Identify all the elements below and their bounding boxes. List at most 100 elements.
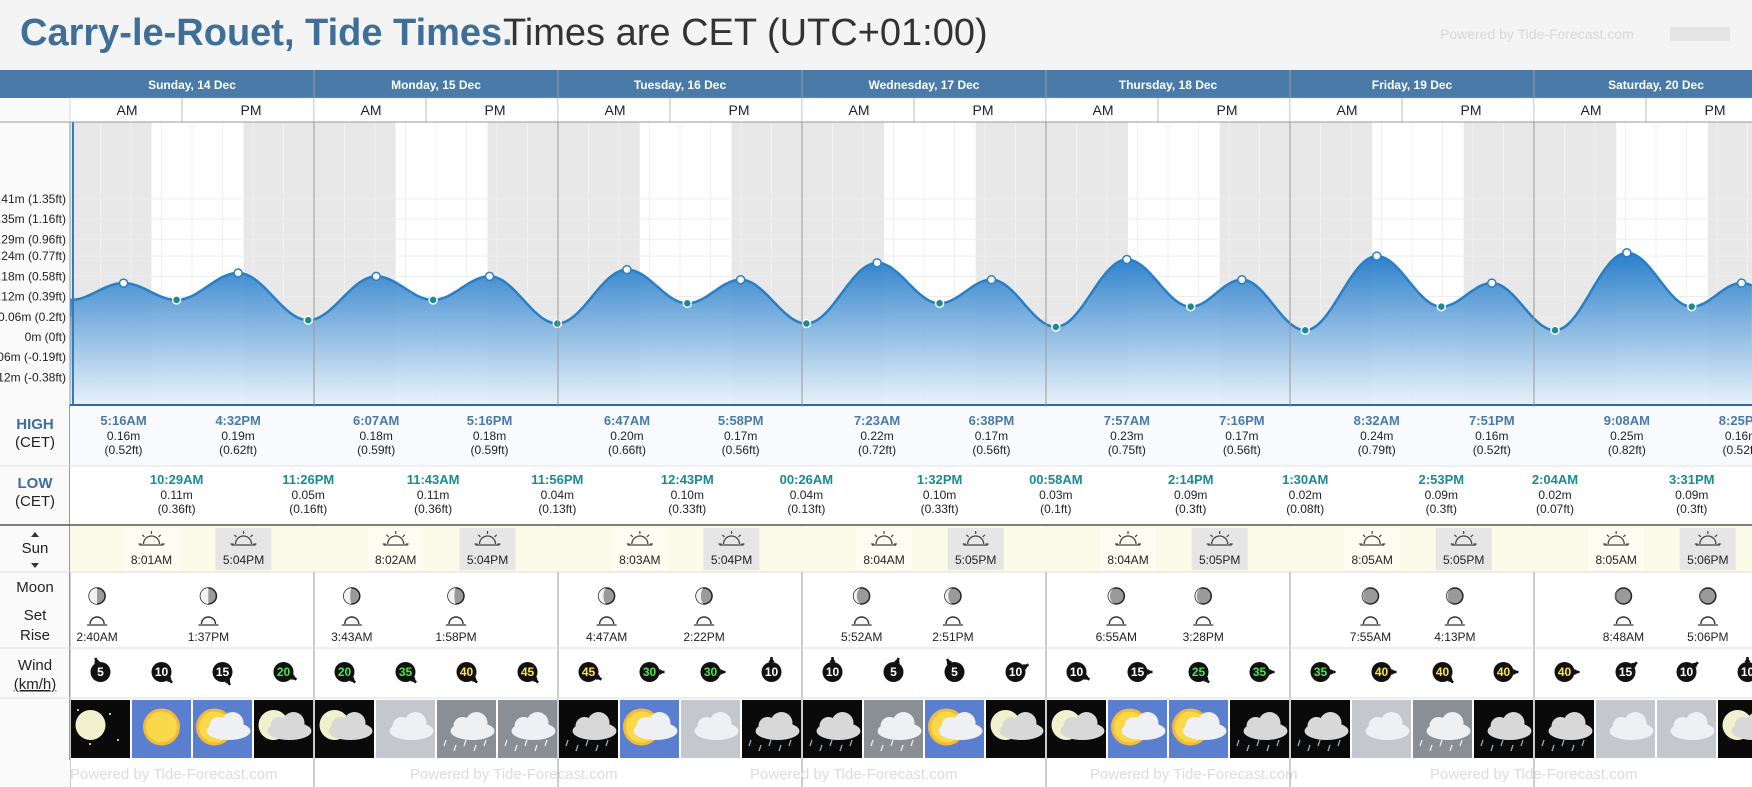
low-tide-point[interactable] (1185, 301, 1196, 312)
rain-icon (437, 700, 496, 758)
sunset-icon (230, 531, 257, 546)
high-tide-height-m: 0.24m (1360, 429, 1393, 443)
cloudy-icon (681, 700, 740, 758)
wind-speed: 10 (826, 665, 840, 679)
low-tide-point[interactable] (1051, 322, 1061, 332)
wind-indicator (1554, 662, 1580, 682)
sunrise-icon (626, 531, 653, 546)
sunrise-time: 8:01AM (131, 553, 172, 567)
wind-speed: 5 (97, 665, 104, 679)
high-tide-point[interactable] (233, 268, 243, 278)
wind-indicator (1005, 662, 1030, 682)
moon-phase-icon (88, 587, 106, 605)
low-tide-height-ft: (0.36ft) (414, 502, 452, 516)
high-tide-height-ft: (0.56ft) (1223, 443, 1261, 457)
high-tide-point[interactable] (1622, 248, 1632, 258)
low-tide-point[interactable] (1436, 301, 1447, 312)
moon-rise-label: Rise (20, 627, 50, 644)
moonrise-icon (87, 616, 108, 626)
sunset-cell (459, 528, 516, 570)
sunset-time: 5:04PM (711, 553, 752, 567)
high-tide-point[interactable] (1487, 278, 1497, 288)
low-tide-time: 2:04AM (1532, 472, 1578, 487)
am-label: AM (1581, 102, 1602, 118)
low-tide-time: 3:31PM (1669, 472, 1715, 487)
wind-indicator (212, 662, 233, 686)
sunset-icon (718, 531, 745, 546)
moonset-icon (942, 616, 963, 626)
tide-chart: -0.12m (-0.38ft) -0.06m (-0.19ft) 0m (0ft)… (0, 70, 1752, 787)
sunset-cell (947, 528, 1004, 570)
low-tide-height-m: 0.11m (160, 488, 192, 502)
sunset-time: 5:05PM (1443, 553, 1484, 567)
moonset-icon (1444, 616, 1465, 626)
low-tide-point[interactable] (171, 295, 182, 305)
sunset-icon (1694, 531, 1721, 546)
wind-speed: 10 (1680, 665, 1694, 679)
moon-phase-icon (1361, 587, 1380, 605)
high-tide-point[interactable] (371, 271, 381, 282)
low-tide-point[interactable] (552, 318, 563, 329)
high-tide-point[interactable] (986, 274, 997, 285)
day-header-label: Thursday, 18 Dec (1119, 78, 1218, 92)
wind-speed: 40 (460, 665, 474, 679)
low-tide-height-m: 0.05m (292, 488, 325, 502)
low-tide-point[interactable] (934, 298, 945, 309)
wind-indicator (1188, 662, 1210, 684)
night-rain-icon (742, 700, 801, 758)
low-tide-point[interactable] (1550, 325, 1560, 336)
high-tide-point[interactable] (118, 278, 129, 288)
low-tide-point[interactable] (1300, 325, 1310, 336)
high-tide-point[interactable] (622, 264, 632, 275)
tide-forecast-logo[interactable] (1670, 27, 1730, 41)
rain-icon (864, 700, 923, 758)
moon-clear-icon (71, 700, 130, 758)
low-tide-height-ft: (0.13ft) (538, 502, 576, 516)
high-tide-point[interactable] (484, 271, 495, 282)
day-header-bar (0, 70, 1752, 98)
night-rain-icon (803, 700, 862, 758)
high-row-bg (70, 407, 1752, 466)
pm-label: PM (1461, 102, 1482, 118)
high-tide-height-ft: (0.56ft) (972, 443, 1010, 457)
high-tide-point[interactable] (872, 258, 882, 268)
wind-indicator (273, 662, 298, 682)
moonset-time: 1:37PM (188, 630, 229, 644)
low-tide-point[interactable] (801, 318, 812, 329)
moonset-time: 1:58PM (435, 630, 476, 644)
low-label: LOW (18, 475, 54, 492)
wind-indicator (1737, 657, 1752, 682)
high-tide-point[interactable] (1736, 278, 1747, 288)
y-tick-label: 0.06m (0.2ft) (0, 310, 66, 324)
moonset-time: 4:13PM (1434, 630, 1475, 644)
low-tide-height-ft: (0.16ft) (289, 502, 327, 516)
high-tide-point[interactable] (1237, 274, 1247, 285)
high-tide-time: 5:58PM (718, 413, 764, 428)
wind-speed: 15 (1619, 665, 1633, 679)
low-tide-height-ft: (0.3ft) (1676, 502, 1707, 516)
wind-indicator (1066, 662, 1091, 682)
low-row-bg (70, 466, 1752, 525)
low-tide-point[interactable] (1687, 301, 1697, 312)
low-tide-time: 11:26PM (282, 472, 334, 487)
wind-speed: 5 (951, 665, 958, 679)
ampm-cell (557, 97, 803, 123)
high-tide-height-ft: (0.66ft) (608, 443, 646, 457)
ampm-cell (69, 97, 315, 123)
powered-by-text[interactable]: Powered by Tide-Forecast.com (1440, 26, 1634, 42)
low-tide-point[interactable] (682, 298, 693, 309)
low-tide-point[interactable] (303, 315, 313, 325)
high-tide-height-m: 0.17m (975, 429, 1008, 443)
moonset-time: 3:28PM (1183, 630, 1224, 644)
high-tide-point[interactable] (1122, 254, 1132, 265)
high-tide-height-ft: (0.82ft) (1608, 443, 1646, 457)
wind-unit-link[interactable]: (km/h) (14, 676, 57, 693)
am-label: AM (361, 102, 382, 118)
sunrise-time: 8:02AM (375, 553, 416, 567)
low-tide-point[interactable] (428, 295, 438, 305)
high-tide-point[interactable] (1372, 251, 1382, 261)
sunrise-time: 8:05AM (1596, 553, 1637, 567)
high-tide-point[interactable] (735, 274, 746, 285)
low-tide-height-m: 0.10m (923, 488, 956, 502)
title-bar: Carry-le-Rouet, Tide Times. Times are CE… (0, 0, 1752, 70)
